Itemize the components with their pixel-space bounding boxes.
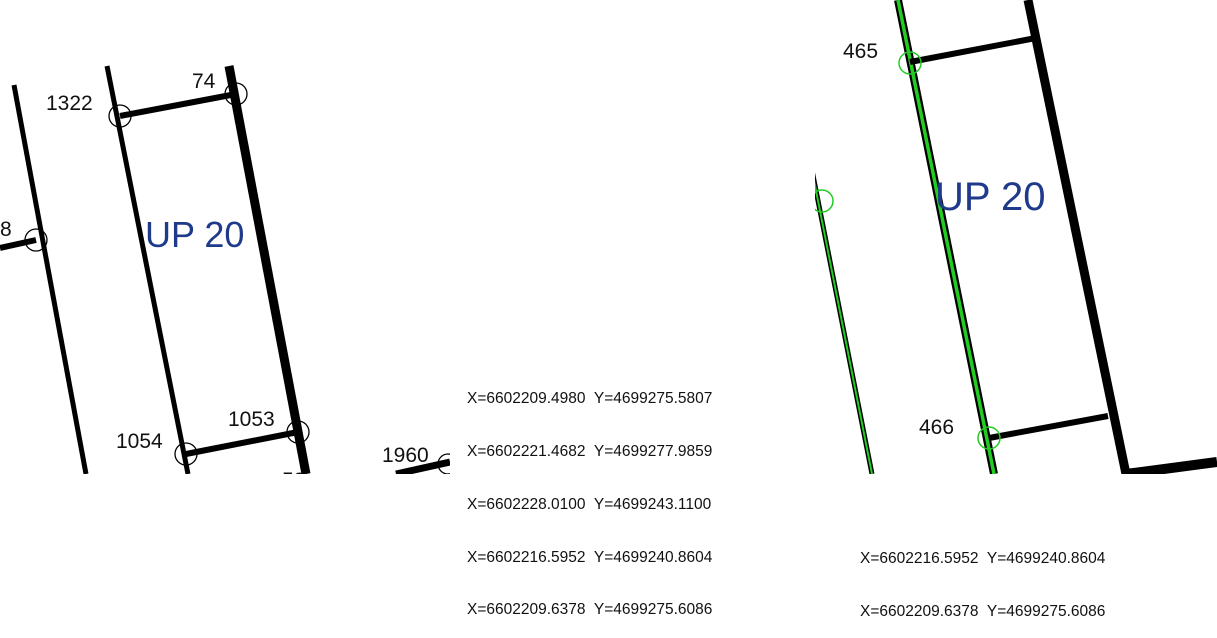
parcel-west-line-green bbox=[896, 0, 996, 474]
point-label: 1053 bbox=[228, 408, 275, 431]
coordinate-row: X=6602209.6378 Y=4699275.6086 bbox=[467, 601, 712, 619]
coord-y: Y=4699243.1100 bbox=[593, 495, 712, 513]
parcel-north-edge bbox=[119, 91, 237, 119]
coord-y: Y=4699275.6086 bbox=[593, 601, 713, 619]
coord-y: Y=4699275.6086 bbox=[986, 602, 1106, 620]
coord-x: X=6602228.0100 bbox=[467, 495, 586, 513]
coord-x: X=6602216.5952 bbox=[467, 548, 586, 566]
boundary-stub bbox=[0, 237, 37, 251]
parcel-east-line bbox=[1023, 0, 1131, 474]
coord-x: X=6602209.4980 bbox=[467, 390, 586, 408]
survey-point-marker[interactable] bbox=[977, 426, 1001, 450]
point-label: 8 bbox=[0, 218, 12, 241]
coordinate-row: X=6602221.4682 Y=4699277.9859 bbox=[467, 443, 712, 461]
coord-x: X=6602221.4682 bbox=[467, 442, 586, 460]
coord-y: Y=4699277.9859 bbox=[593, 442, 713, 460]
survey-point-marker[interactable] bbox=[108, 104, 132, 128]
survey-point-marker[interactable] bbox=[24, 228, 48, 252]
parcel-east-line bbox=[224, 65, 311, 474]
point-label: 1054 bbox=[116, 430, 163, 453]
boundary-line-southeast bbox=[1125, 457, 1217, 474]
coordinate-list-middle: X=6602209.4980 Y=4699275.5807 X=6602221.… bbox=[467, 355, 712, 637]
coord-y: Y=4699275.5807 bbox=[593, 390, 713, 408]
coord-y: Y=4699240.8604 bbox=[986, 550, 1106, 568]
map-canvas: 8 1322 74 1054 1053 59 1960 UP 20 bbox=[0, 0, 1217, 492]
point-label: 465 bbox=[843, 40, 878, 63]
parcel-south-edge bbox=[185, 429, 299, 457]
coordinate-list-bottom: X=6602216.5952 Y=4699240.8604 X=6602209.… bbox=[860, 515, 1105, 638]
survey-point-marker[interactable] bbox=[898, 51, 922, 75]
left-map-panel: 8 1322 74 1054 1053 59 1960 UP 20 bbox=[0, 0, 458, 492]
parcel-label: UP 20 bbox=[935, 175, 1045, 219]
boundary-line-green bbox=[815, 180, 873, 474]
survey-point-marker[interactable] bbox=[286, 420, 310, 444]
point-label: 74 bbox=[192, 70, 216, 93]
parcel-south-edge bbox=[988, 413, 1109, 441]
coordinate-row: X=6602216.5952 Y=4699240.8604 bbox=[860, 550, 1105, 568]
coord-x: X=6602209.6378 bbox=[467, 601, 586, 619]
survey-point-marker[interactable] bbox=[224, 82, 248, 106]
survey-point-marker[interactable] bbox=[811, 189, 834, 213]
coord-x: X=6602216.5952 bbox=[860, 550, 979, 568]
boundary-line-far-left bbox=[11, 84, 89, 474]
coordinate-row: X=6602228.0100 Y=4699243.1100 bbox=[467, 496, 712, 514]
survey-point-marker[interactable] bbox=[174, 442, 198, 466]
boundary-line-1960 bbox=[395, 458, 450, 474]
right-map-panel: 465 466 UP 20 bbox=[811, 0, 1217, 474]
point-label: 466 bbox=[919, 416, 954, 439]
parcel-west-line bbox=[104, 65, 191, 474]
parcel-label: UP 20 bbox=[145, 214, 244, 255]
coord-y: Y=4699240.8604 bbox=[593, 548, 713, 566]
coord-x: X=6602209.6378 bbox=[860, 602, 979, 620]
point-label: 1960 bbox=[382, 444, 429, 467]
point-label: 1322 bbox=[46, 92, 93, 115]
survey-point-marker[interactable] bbox=[437, 453, 458, 474]
point-label: 59 bbox=[282, 469, 305, 492]
parcel-north-edge bbox=[909, 35, 1037, 65]
coordinate-row: X=6602209.6378 Y=4699275.6086 bbox=[860, 603, 1105, 621]
coordinate-row: X=6602216.5952 Y=4699240.8604 bbox=[467, 549, 712, 567]
coordinate-row: X=6602209.4980 Y=4699275.5807 bbox=[467, 390, 712, 408]
